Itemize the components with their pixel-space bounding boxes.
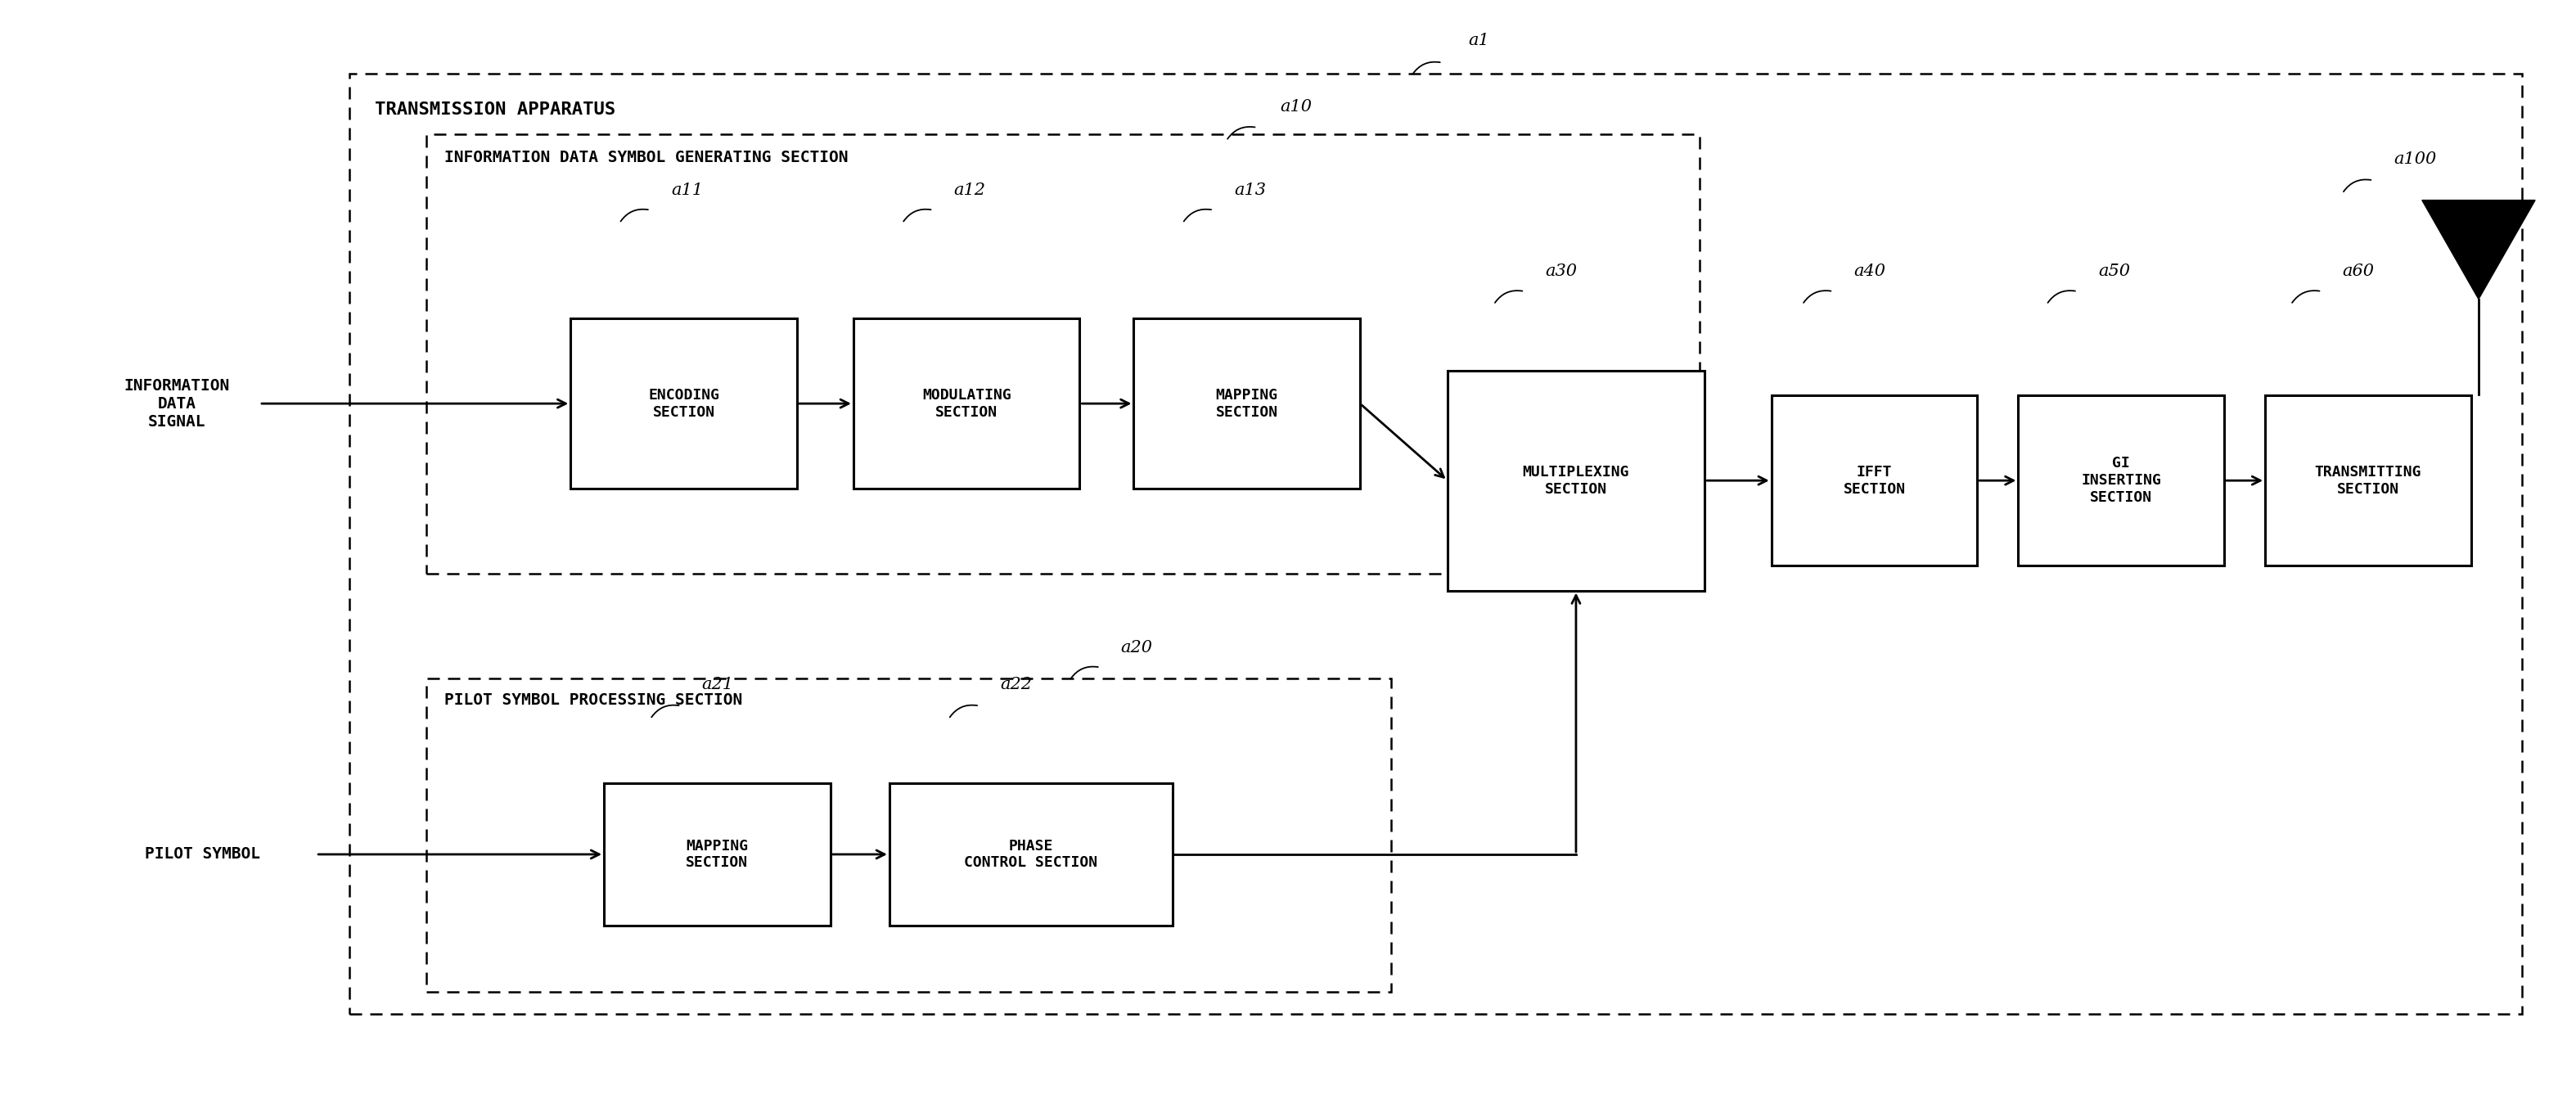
Text: a21: a21 (701, 677, 734, 692)
Text: a20: a20 (1121, 640, 1154, 656)
Text: GI
INSERTING
SECTION: GI INSERTING SECTION (2081, 456, 2161, 505)
Bar (853, 318, 1079, 489)
Text: a60: a60 (2342, 264, 2375, 279)
Bar (889, 783, 1172, 926)
Bar (2017, 395, 2223, 565)
Text: a11: a11 (670, 182, 703, 198)
Bar (569, 318, 796, 489)
Text: MODULATING
SECTION: MODULATING SECTION (922, 388, 1010, 420)
Text: a50: a50 (2097, 264, 2130, 279)
Text: a30: a30 (1546, 264, 1577, 279)
Polygon shape (2421, 200, 2535, 299)
Text: MAPPING
SECTION: MAPPING SECTION (1216, 388, 1278, 420)
Text: ENCODING
SECTION: ENCODING SECTION (649, 388, 719, 420)
Bar (1772, 395, 1978, 565)
Text: PILOT SYMBOL PROCESSING SECTION: PILOT SYMBOL PROCESSING SECTION (446, 692, 742, 708)
Bar (1448, 371, 1705, 591)
Text: PHASE
CONTROL SECTION: PHASE CONTROL SECTION (963, 838, 1097, 870)
Text: INFORMATION
DATA
SIGNAL: INFORMATION DATA SIGNAL (124, 378, 229, 429)
Text: a12: a12 (953, 182, 987, 198)
Bar (2264, 395, 2470, 565)
Text: PILOT SYMBOL: PILOT SYMBOL (144, 847, 260, 862)
Bar (428, 679, 1391, 991)
Bar (1133, 318, 1360, 489)
Bar (603, 783, 829, 926)
Text: MULTIPLEXING
SECTION: MULTIPLEXING SECTION (1522, 465, 1631, 497)
Text: a10: a10 (1280, 99, 1311, 115)
Text: TRANSMITTING
SECTION: TRANSMITTING SECTION (2316, 465, 2421, 497)
Text: a1: a1 (1468, 33, 1489, 49)
Bar (428, 135, 1700, 574)
Text: a100: a100 (2393, 151, 2437, 167)
Text: a40: a40 (1855, 264, 1886, 279)
Text: a13: a13 (1234, 182, 1265, 198)
Bar (350, 74, 2522, 1013)
Text: TRANSMISSION APPARATUS: TRANSMISSION APPARATUS (376, 102, 616, 118)
Text: IFFT
SECTION: IFFT SECTION (1844, 465, 1906, 497)
Text: a22: a22 (999, 677, 1033, 692)
Text: MAPPING
SECTION: MAPPING SECTION (685, 838, 747, 870)
Text: INFORMATION DATA SYMBOL GENERATING SECTION: INFORMATION DATA SYMBOL GENERATING SECTI… (446, 149, 848, 164)
